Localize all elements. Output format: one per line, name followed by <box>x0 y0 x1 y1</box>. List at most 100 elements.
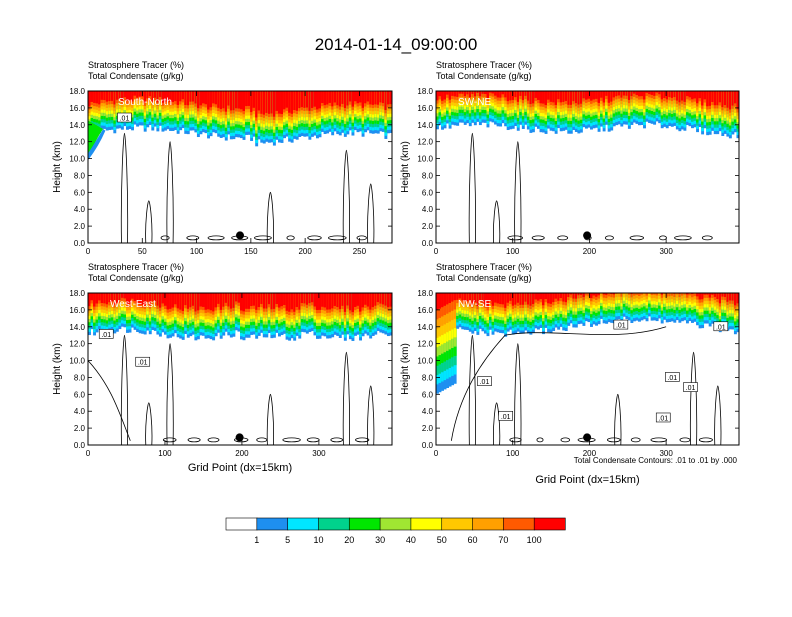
tracer-column <box>582 293 585 326</box>
tracer-cell <box>593 91 596 99</box>
tracer-cell <box>275 293 278 304</box>
tracer-cell <box>286 91 289 108</box>
tracer-cell <box>351 293 354 312</box>
y-tick-label: 12.0 <box>69 138 85 147</box>
tracer-cell <box>341 91 344 104</box>
tracer-column <box>519 91 522 125</box>
tracer-cell <box>555 293 558 299</box>
tracer-cell <box>377 91 380 105</box>
tracer-cell <box>620 91 623 98</box>
tracer-cell <box>719 91 722 102</box>
tracer-cell <box>202 293 205 307</box>
tracer-cell <box>590 293 593 298</box>
tracer-column <box>243 91 246 140</box>
tracer-column <box>235 293 238 330</box>
tracer-cell <box>344 293 347 312</box>
tracer-column <box>286 91 289 137</box>
tracer-cell <box>372 293 375 307</box>
tracer-cell <box>283 293 286 305</box>
tracer-cell <box>449 91 452 100</box>
tracer-cell <box>253 293 256 306</box>
tracer-cell <box>479 91 482 96</box>
tracer-cell <box>585 91 588 100</box>
panel-title-line1: Stratosphere Tracer (%) <box>436 60 532 70</box>
tracer-column <box>339 91 342 135</box>
tracer-column <box>108 91 111 130</box>
tracer-cell <box>346 293 349 305</box>
tracer-cell <box>177 293 180 308</box>
tracer-column <box>547 91 550 129</box>
tracer-cell <box>98 91 101 104</box>
tracer-cell <box>103 293 106 303</box>
tracer-cell <box>509 91 512 100</box>
tracer-column <box>377 91 380 134</box>
tracer-cell <box>439 91 442 96</box>
tracer-cell <box>235 293 238 301</box>
tracer-cell <box>689 91 692 97</box>
tracer-column <box>240 91 243 138</box>
tracer-cell <box>446 293 449 304</box>
tracer-column <box>291 91 294 143</box>
tracer-column <box>293 293 296 341</box>
tracer-cell <box>628 91 631 100</box>
tracer-column <box>628 91 631 129</box>
tracer-column <box>220 293 223 339</box>
tracer-column <box>734 91 737 132</box>
tracer-column <box>329 91 332 132</box>
tracer-cell <box>509 293 512 301</box>
tracer-cell <box>334 293 337 306</box>
tracer-cell <box>357 91 360 103</box>
tracer-cell <box>306 91 309 108</box>
y-tick-label: 8.0 <box>74 373 86 382</box>
y-tick-label: 16.0 <box>417 104 433 113</box>
tracer-column <box>577 293 580 324</box>
tracer-column <box>524 91 527 125</box>
tracer-column <box>509 91 512 129</box>
tracer-cell <box>364 91 367 103</box>
tracer-cell <box>123 293 126 298</box>
tracer-column <box>339 293 342 338</box>
tracer-column <box>676 91 679 129</box>
tracer-column <box>699 91 702 127</box>
y-tick-label: 16.0 <box>69 104 85 113</box>
tracer-column <box>540 293 543 328</box>
tracer-cell <box>603 91 606 103</box>
tracer-cell <box>281 293 284 306</box>
tracer-cell <box>362 91 365 108</box>
y-tick-label: 0.0 <box>74 441 86 450</box>
tracer-column <box>507 91 510 130</box>
tracer-cell <box>641 91 644 96</box>
tracer-column <box>187 293 190 338</box>
y-tick-label: 10.0 <box>417 155 433 164</box>
tracer-cell <box>582 293 585 297</box>
tracer-cell <box>379 91 382 102</box>
panel-title-line2: Total Condensate (g/kg) <box>88 71 184 81</box>
tracer-column <box>230 293 233 338</box>
tracer-column <box>625 91 628 125</box>
tracer-column <box>253 293 256 335</box>
tracer-column <box>159 293 162 337</box>
tracer-cell <box>714 91 717 105</box>
y-tick-label: 4.0 <box>74 407 86 416</box>
tracer-column <box>638 91 641 125</box>
tracer-column <box>444 293 447 389</box>
tracer-column <box>91 293 94 329</box>
tracer-column <box>237 91 240 137</box>
tracer-column <box>258 293 261 336</box>
tracer-column <box>648 91 651 123</box>
tracer-cell <box>336 293 339 307</box>
tracer-cell <box>278 91 281 114</box>
tracer-column <box>560 293 563 327</box>
tracer-cell <box>519 91 522 96</box>
tracer-column <box>557 91 560 128</box>
tracer-column <box>534 91 537 127</box>
y-tick-label: 2.0 <box>74 424 86 433</box>
tracer-column <box>522 293 525 334</box>
tracer-column <box>522 91 525 129</box>
tracer-cell <box>384 293 387 306</box>
contour-label: .01 <box>138 360 148 367</box>
contour-label: .01 <box>101 332 111 339</box>
tracer-column <box>651 91 654 124</box>
tracer-column <box>668 91 671 126</box>
tracer-column <box>555 293 558 328</box>
